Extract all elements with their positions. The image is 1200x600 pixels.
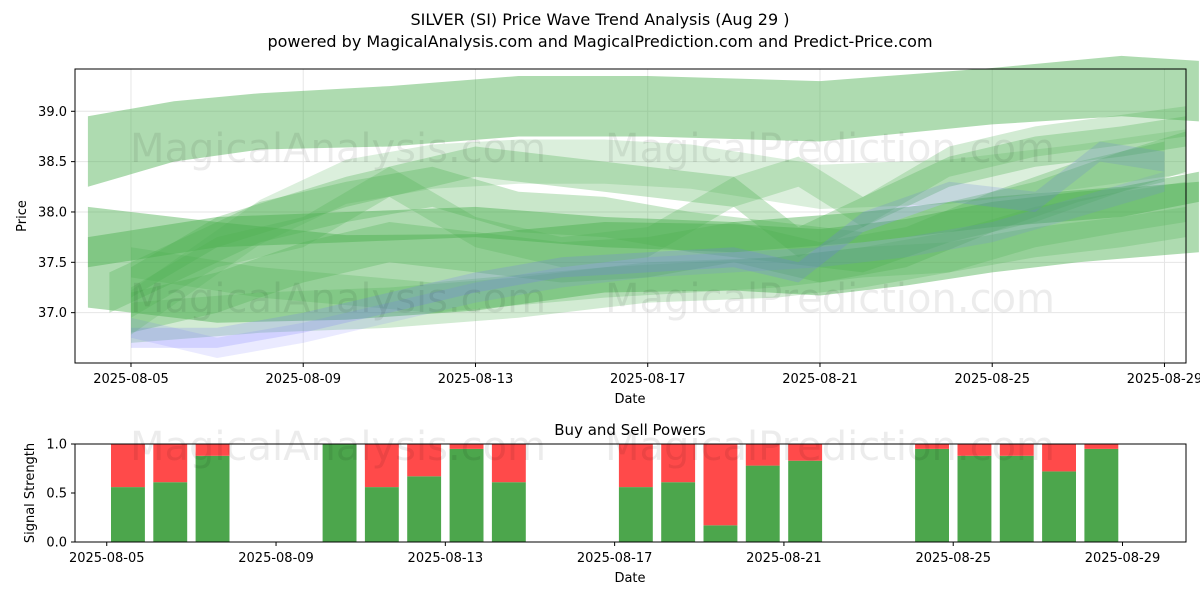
price-grid <box>75 69 1186 363</box>
sell-bar <box>195 444 230 456</box>
price-xtick-label: 2025-08-29 <box>1127 372 1200 387</box>
buy-bar <box>195 455 230 542</box>
sell-bar <box>153 444 188 483</box>
signal-xtick-label: 2025-08-25 <box>915 551 991 566</box>
buy-bar <box>703 525 738 542</box>
price-wave-band-6 <box>131 181 1186 343</box>
signal-watermarks: MagicalAnalysis.com MagicalPrediction.co… <box>130 424 1055 470</box>
price-xtick-label: 2025-08-05 <box>93 372 169 387</box>
sell-bar <box>745 444 780 466</box>
buy-bar <box>788 460 823 542</box>
buy-bar <box>364 487 399 542</box>
sell-bar <box>407 444 442 477</box>
price-wave-band-8 <box>131 206 1186 313</box>
price-ytick-label: 38.5 <box>38 155 67 170</box>
chart-title: SILVER (SI) Price Wave Trend Analysis (A… <box>411 10 790 29</box>
signal-axes: 2025-08-05 2025-08-09 2025-08-13 2025-08-17… <box>46 438 1160 567</box>
price-ytick-label: 37.0 <box>38 306 67 321</box>
watermark-prediction-signal: MagicalPrediction.com <box>605 424 1055 470</box>
sell-bar <box>364 444 399 488</box>
price-wave-band-0 <box>87 55 1199 187</box>
price-watermarks: MagicalAnalysis.com MagicalPrediction.co… <box>130 126 1055 322</box>
sell-bar <box>703 444 738 526</box>
price-ytick-label: 39.0 <box>38 105 67 120</box>
price-xtick-label: 2025-08-13 <box>438 372 514 387</box>
sell-bar <box>449 444 484 449</box>
price-wave-chart: MagicalAnalysis.com MagicalPrediction.co… <box>15 55 1200 407</box>
buy-bar <box>915 448 949 542</box>
price-axes: 2025-08-05 2025-08-09 2025-08-13 2025-08-17… <box>38 105 1200 387</box>
price-wave-band-3 <box>109 131 1186 313</box>
price-ylabel: Price <box>15 200 30 232</box>
buy-bar <box>1042 471 1076 542</box>
sell-bar <box>999 444 1034 456</box>
buy-bar <box>153 482 188 542</box>
buy-bar <box>999 455 1034 542</box>
buy-sell-title: Buy and Sell Powers <box>554 421 706 439</box>
price-xtick-label: 2025-08-09 <box>265 372 341 387</box>
price-wave-band-11 <box>131 129 1186 335</box>
buy-sell-bars <box>111 444 1119 542</box>
sell-bar <box>915 444 949 449</box>
sell-bar <box>491 444 526 483</box>
buy-bar <box>618 487 653 542</box>
buy-bar <box>491 482 526 542</box>
watermark-prediction-top: MagicalPrediction.com <box>605 126 1055 172</box>
watermark-analysis-bottom: MagicalAnalysis.com <box>130 276 546 322</box>
price-wave-band-5 <box>131 116 1186 298</box>
buy-bar <box>745 465 780 542</box>
buy-sell-chart: Buy and Sell Powers MagicalAnalysis.com … <box>23 421 1187 586</box>
price-xtick-label: 2025-08-25 <box>954 372 1030 387</box>
signal-ytick-label: 1.0 <box>46 438 67 453</box>
buy-bar <box>111 487 145 542</box>
price-wave-band-1 <box>87 181 1199 323</box>
price-plot-frame <box>74 68 1187 364</box>
signal-xtick-label: 2025-08-17 <box>577 551 653 566</box>
buy-bar <box>661 482 696 542</box>
signal-ytick-label: 0.0 <box>46 536 67 551</box>
buy-bar <box>407 476 442 542</box>
sell-bar <box>111 444 145 488</box>
buy-bar <box>449 448 484 542</box>
price-plot-area <box>75 69 1186 363</box>
chart-subtitle: powered by MagicalAnalysis.com and Magic… <box>267 32 932 51</box>
sell-bar <box>661 444 696 483</box>
signal-xtick-label: 2025-08-21 <box>746 551 822 566</box>
price-ytick-label: 37.5 <box>38 256 67 271</box>
buy-bar <box>1084 448 1119 542</box>
sell-bar <box>1042 444 1076 472</box>
signal-xtick-label: 2025-08-09 <box>238 551 314 566</box>
sell-bar <box>788 444 823 461</box>
price-wave-band-9 <box>131 141 1165 348</box>
price-wave-band-10 <box>131 171 1165 358</box>
signal-ytick-label: 0.5 <box>46 487 67 502</box>
signal-xtick-label: 2025-08-05 <box>69 551 145 566</box>
signal-ylabel: Signal Strength <box>23 443 38 543</box>
sell-bar <box>957 444 992 456</box>
signal-xtick-label: 2025-08-29 <box>1085 551 1161 566</box>
signal-xlabel: Date <box>614 571 645 586</box>
watermark-analysis-signal: MagicalAnalysis.com <box>130 424 546 470</box>
watermark-analysis-top: MagicalAnalysis.com <box>130 126 546 172</box>
price-ytick-label: 38.0 <box>38 205 67 220</box>
price-xtick-label: 2025-08-21 <box>782 372 858 387</box>
sell-bar <box>618 444 653 488</box>
buy-bar <box>957 455 992 542</box>
price-xtick-label: 2025-08-17 <box>610 372 686 387</box>
price-xlabel: Date <box>614 392 645 407</box>
signal-xtick-label: 2025-08-13 <box>408 551 484 566</box>
sell-bar <box>1084 444 1119 449</box>
buy-bar <box>322 444 357 542</box>
watermark-prediction-bottom: MagicalPrediction.com <box>605 276 1055 322</box>
price-wave-band-7 <box>131 106 1186 318</box>
price-wave-band-4 <box>131 141 1165 333</box>
price-wave-band-2 <box>87 171 1199 268</box>
price-wave-bands <box>87 55 1199 358</box>
